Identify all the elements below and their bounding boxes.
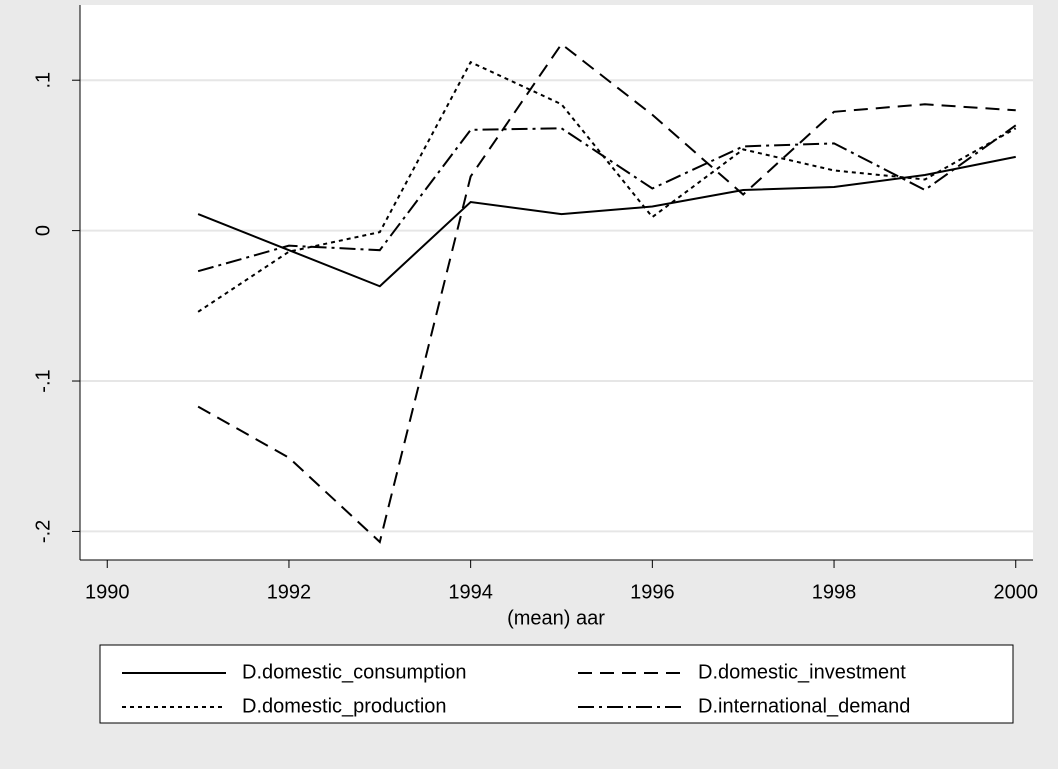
legend-label: D.international_demand	[698, 695, 910, 717]
y-tick-label: -.1	[32, 369, 54, 392]
legend-label: D.domestic_consumption	[242, 661, 467, 683]
x-tick-label: 1998	[812, 581, 857, 603]
x-tick-label: 2000	[993, 581, 1038, 603]
x-tick-label: 1994	[448, 581, 493, 603]
plot-area	[80, 5, 1033, 560]
y-tick-label: 0	[32, 225, 54, 236]
legend-label: D.domestic_investment	[698, 661, 906, 683]
x-tick-label: 1990	[85, 581, 130, 603]
series-line	[197, 60, 1017, 313]
y-tick-label: .1	[32, 72, 54, 89]
series-line	[197, 124, 1017, 273]
legend	[99, 644, 1014, 724]
x-tick-label: 1996	[630, 581, 675, 603]
series-line	[197, 42, 1016, 544]
y-tick-label: -.2	[32, 520, 54, 543]
series-line	[197, 155, 1016, 288]
x-axis-label: (mean) aar	[507, 607, 605, 629]
legend-label: D.domestic_production	[242, 695, 447, 717]
x-tick-label: 1992	[267, 581, 312, 603]
